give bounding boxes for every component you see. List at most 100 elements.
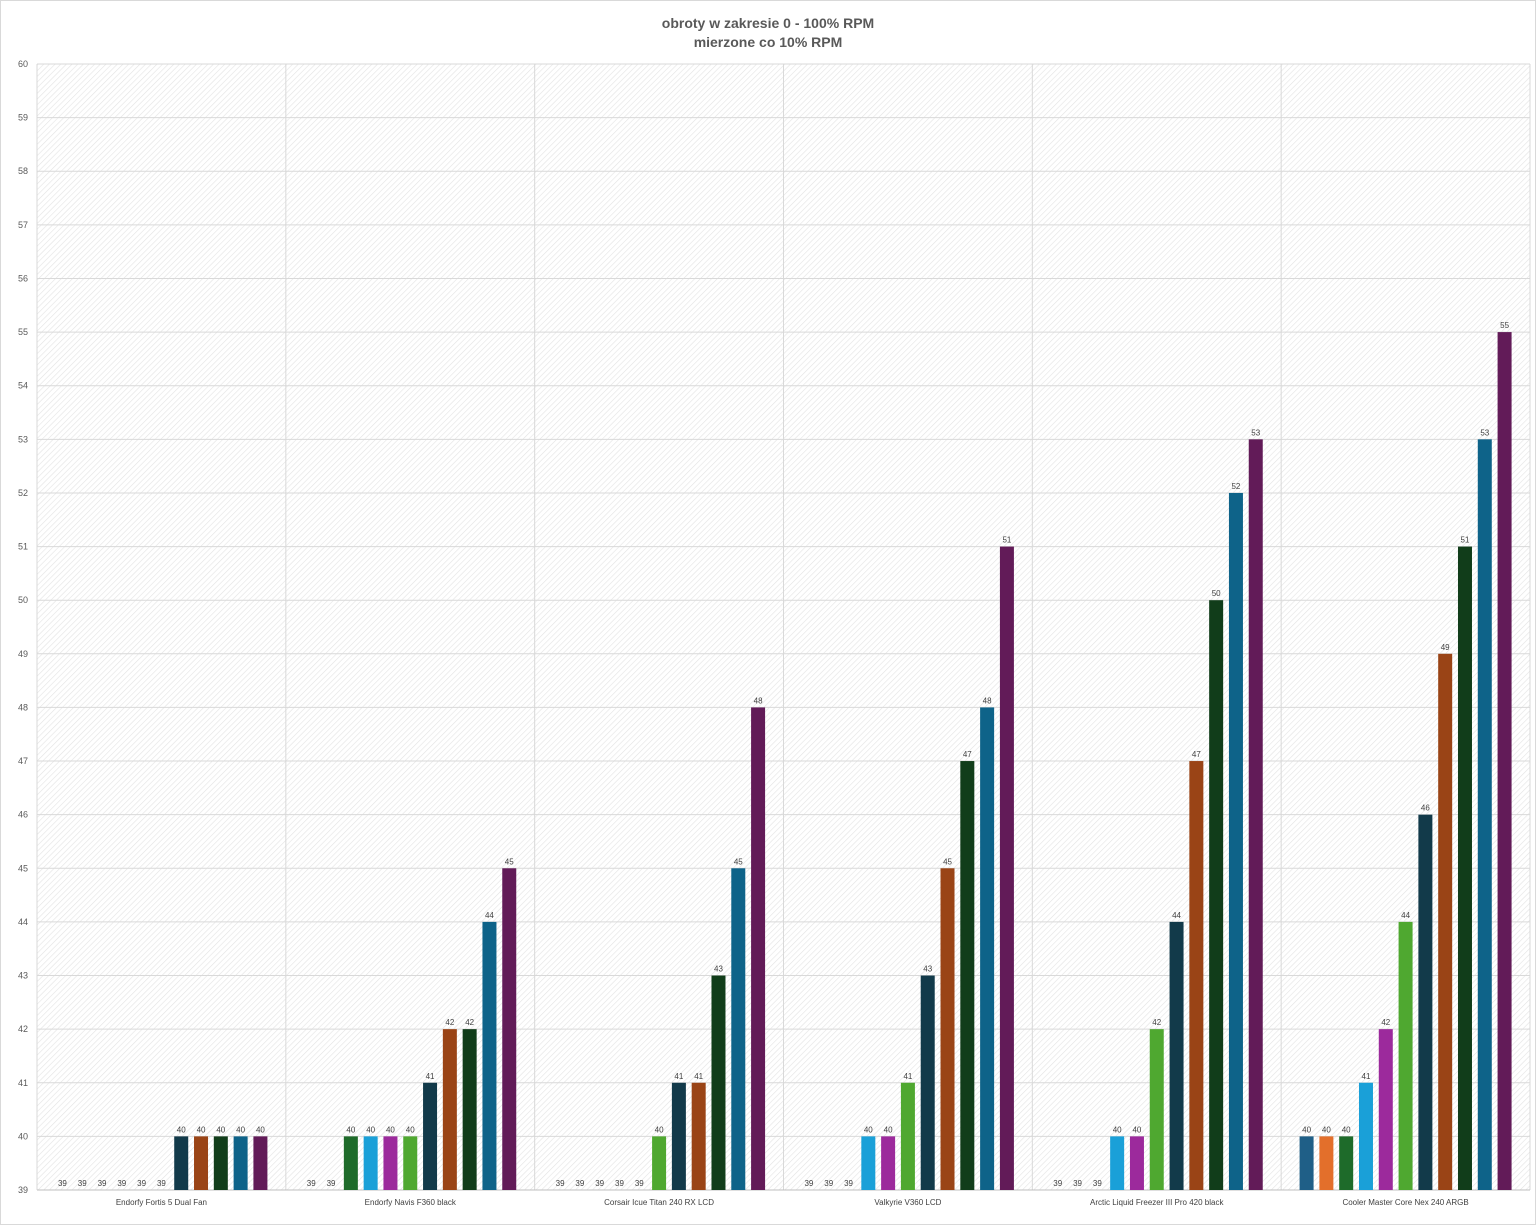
bar [194,1136,209,1190]
data-label: 53 [1480,428,1489,437]
data-label: 40 [346,1125,355,1134]
bar [1189,761,1204,1190]
data-label: 40 [864,1125,873,1134]
bar [502,868,517,1190]
data-label: 41 [903,1072,912,1081]
bar [1299,1136,1314,1190]
data-label: 53 [1251,428,1260,437]
bar [1149,1029,1164,1190]
data-label: 45 [734,857,743,866]
data-label: 39 [58,1179,67,1188]
bar [900,1082,915,1190]
data-label: 39 [575,1179,584,1188]
bar [920,975,935,1190]
bar [960,761,975,1190]
data-label: 39 [844,1179,853,1188]
data-label: 39 [1053,1179,1062,1188]
data-label: 39 [157,1179,166,1188]
bar [174,1136,189,1190]
data-label: 48 [754,696,763,705]
data-label: 39 [635,1179,644,1188]
data-label: 41 [426,1072,435,1081]
bar [940,868,955,1190]
bar [1477,439,1492,1190]
bar [1438,653,1453,1190]
chart-title-block: obroty w zakresie 0 - 100% RPM mierzone … [0,14,1536,52]
bar [999,546,1014,1190]
data-label: 41 [1362,1072,1371,1081]
y-tick-label: 39 [18,1185,28,1195]
y-tick-label: 51 [18,542,28,552]
data-label: 42 [465,1018,474,1027]
x-tick-label: Arctic Liquid Freezer III Pro 420 black [1090,1198,1224,1207]
bar [1228,492,1243,1190]
y-tick-label: 56 [18,273,28,283]
data-label: 39 [117,1179,126,1188]
data-label: 40 [1302,1125,1311,1134]
data-label: 55 [1500,321,1509,330]
data-label: 49 [1441,643,1450,652]
bar [482,921,497,1190]
y-tick-label: 48 [18,702,28,712]
data-label: 44 [485,911,494,920]
bar [881,1136,896,1190]
data-label: 39 [804,1179,813,1188]
bar [363,1136,378,1190]
y-tick-label: 60 [18,59,28,69]
y-tick-label: 49 [18,649,28,659]
bar [711,975,726,1190]
bar [403,1136,418,1190]
bar [1457,546,1472,1190]
data-label: 39 [595,1179,604,1188]
data-label: 40 [177,1125,186,1134]
data-label: 46 [1421,804,1430,813]
bar [1110,1136,1125,1190]
y-tick-label: 41 [18,1078,28,1088]
y-tick-label: 50 [18,595,28,605]
bar [671,1082,686,1190]
y-axis-ticks: 39 40 41 42 43 44 45 46 47 48 49 50 51 52 53 54 55 56 57 58… [18,59,28,1195]
data-label: 40 [1132,1125,1141,1134]
data-label: 47 [963,750,972,759]
x-tick-label: Endorfy Navis F360 black [365,1198,457,1207]
data-label: 40 [1342,1125,1351,1134]
y-tick-label: 43 [18,971,28,981]
data-label: 43 [714,965,723,974]
data-label: 47 [1192,750,1201,759]
data-label: 45 [505,857,514,866]
bar [1129,1136,1144,1190]
data-label: 50 [1212,589,1221,598]
data-label: 39 [824,1179,833,1188]
data-label: 40 [655,1125,664,1134]
data-label: 40 [884,1125,893,1134]
y-tick-label: 54 [18,381,28,391]
data-label: 40 [216,1125,225,1134]
bars [174,332,1512,1191]
bar [1339,1136,1354,1190]
y-tick-label: 46 [18,810,28,820]
data-label: 39 [137,1179,146,1188]
bar [423,1082,438,1190]
y-tick-label: 42 [18,1024,28,1034]
data-label: 43 [923,965,932,974]
data-labels: 39 39 39 39 39 39 40 40 40 40 40 39 39 40 40 40 40 41 42 42… [58,321,1510,1188]
y-tick-label: 52 [18,488,28,498]
data-label: 39 [615,1179,624,1188]
data-label: 40 [197,1125,206,1134]
y-tick-label: 55 [18,327,28,337]
chart-subtitle: mierzone co 10% RPM [693,34,843,50]
data-label: 41 [674,1072,683,1081]
y-tick-label: 40 [18,1131,28,1141]
x-axis-categories: Endorfy Fortis 5 Dual Fan Endorfy Navis F… [116,1198,1469,1207]
y-tick-label: 45 [18,863,28,873]
bar [462,1029,477,1190]
data-label: 40 [366,1125,375,1134]
data-label: 39 [327,1179,336,1188]
bar [253,1136,268,1190]
bar [980,707,995,1190]
data-label: 51 [1002,536,1011,545]
x-tick-label: Corsair Icue Titan 240 RX LCD [604,1198,714,1207]
data-label: 45 [943,857,952,866]
bar [383,1136,398,1190]
